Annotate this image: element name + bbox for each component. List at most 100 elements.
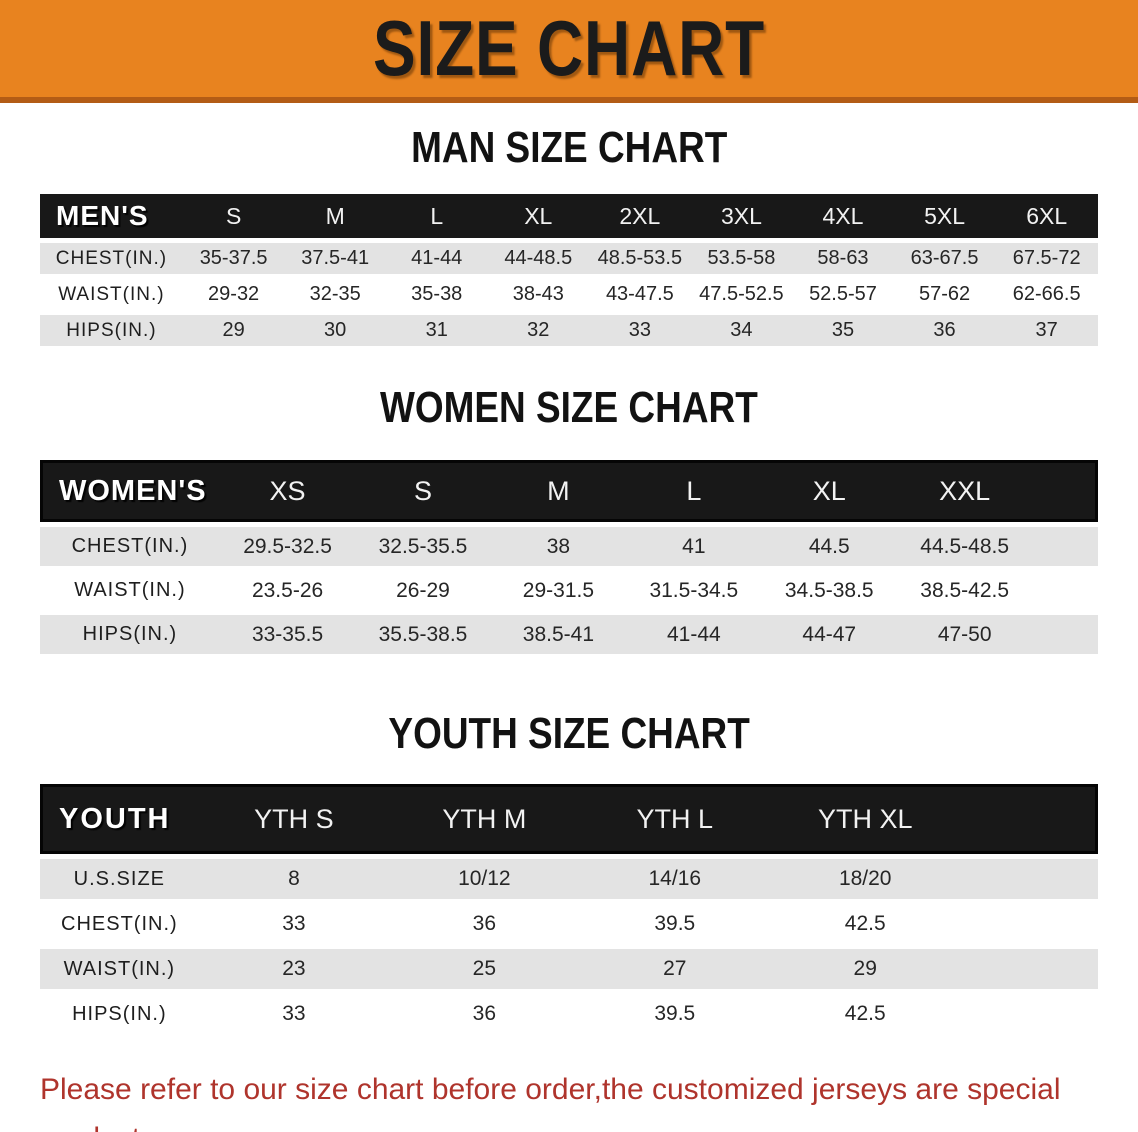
size-column-header: 2XL	[589, 194, 691, 238]
size-value-cell: 38.5-42.5	[896, 571, 1033, 610]
table-row: U.S.SIZE 8 10/12 14/16 18/20	[40, 859, 1098, 899]
size-column-header: 6XL	[995, 194, 1098, 238]
size-value-cell: 44.5-48.5	[896, 527, 1033, 566]
size-value-cell: 26-29	[355, 571, 491, 610]
size-column-header: XS	[219, 460, 356, 522]
size-value-cell: 25	[389, 949, 580, 989]
size-value-cell: 35	[792, 315, 894, 346]
size-value-cell: 42.5	[770, 904, 961, 944]
size-value-cell: 31	[385, 315, 488, 346]
size-value-cell: 47.5-52.5	[690, 279, 793, 310]
size-value-cell: 10/12	[389, 859, 580, 899]
size-value-cell: 29-32	[182, 279, 285, 310]
size-value-cell: 36	[389, 994, 580, 1034]
size-value-cell: 33	[198, 904, 390, 944]
row-filler	[960, 859, 1098, 899]
size-value-cell: 33	[589, 315, 691, 346]
row-filler	[1032, 615, 1098, 654]
size-value-cell: 47-50	[896, 615, 1033, 654]
row-label: WAIST(IN.)	[40, 949, 199, 989]
youth-size-table: YOUTH YTH S YTH M YTH L YTH XL U.S.SIZE 8 10/12…	[40, 779, 1098, 1039]
banner: SIZE CHART	[0, 0, 1138, 103]
size-value-cell: 31.5-34.5	[626, 571, 762, 610]
table-group-label: WOMEN'S	[40, 460, 220, 522]
row-filler	[960, 904, 1098, 944]
size-column-header: L	[626, 460, 762, 522]
row-label: CHEST(IN.)	[40, 527, 220, 566]
row-filler	[1032, 527, 1098, 566]
row-label: U.S.SIZE	[40, 859, 199, 899]
size-column-header: S	[355, 460, 491, 522]
size-column-header: S	[182, 194, 285, 238]
size-value-cell: 48.5-53.5	[589, 243, 691, 274]
size-value-cell: 23	[198, 949, 390, 989]
size-value-cell: 34	[690, 315, 793, 346]
size-value-cell: 30	[284, 315, 386, 346]
disclaimer-line-1: Please refer to our size chart before or…	[40, 1073, 1061, 1132]
size-value-cell: 39.5	[579, 904, 770, 944]
size-column-header: 3XL	[690, 194, 793, 238]
size-value-cell: 43-47.5	[589, 279, 691, 310]
header-filler	[960, 784, 1098, 854]
size-value-cell: 44-47	[761, 615, 897, 654]
table-row: WAIST(IN.) 23 25 27 29	[40, 949, 1098, 989]
women-section-heading: WOMEN SIZE CHART	[380, 383, 758, 432]
size-column-header: M	[284, 194, 386, 238]
table-row: HIPS(IN.) 33-35.5 35.5-38.5 38.5-41 41-44 44-…	[40, 615, 1098, 654]
size-value-cell: 38	[490, 527, 627, 566]
size-value-cell: 34.5-38.5	[761, 571, 897, 610]
size-value-cell: 37.5-41	[284, 243, 386, 274]
size-value-cell: 32	[487, 315, 590, 346]
size-value-cell: 29	[182, 315, 285, 346]
row-label: HIPS(IN.)	[40, 615, 220, 654]
men-section-heading: MAN SIZE CHART	[410, 123, 728, 172]
size-value-cell: 27	[579, 949, 770, 989]
size-value-cell: 39.5	[579, 994, 770, 1034]
row-filler	[1032, 571, 1098, 610]
size-column-header: YTH S	[198, 784, 390, 854]
size-value-cell: 29-31.5	[490, 571, 627, 610]
size-column-header: YTH M	[389, 784, 580, 854]
size-value-cell: 33-35.5	[219, 615, 356, 654]
row-label: WAIST(IN.)	[40, 279, 183, 310]
row-label: HIPS(IN.)	[40, 994, 199, 1034]
size-value-cell: 67.5-72	[995, 243, 1098, 274]
size-value-cell: 52.5-57	[792, 279, 894, 310]
size-value-cell: 29.5-32.5	[219, 527, 356, 566]
size-value-cell: 36	[389, 904, 580, 944]
row-label: CHEST(IN.)	[40, 243, 183, 274]
size-value-cell: 37	[995, 315, 1098, 346]
size-value-cell: 23.5-26	[219, 571, 356, 610]
table-group-label: YOUTH	[40, 784, 199, 854]
table-group-label: MEN'S	[40, 194, 183, 238]
size-value-cell: 35-38	[385, 279, 488, 310]
size-value-cell: 38-43	[487, 279, 590, 310]
size-value-cell: 41	[626, 527, 762, 566]
size-value-cell: 42.5	[770, 994, 961, 1034]
size-value-cell: 41-44	[385, 243, 488, 274]
size-value-cell: 32.5-35.5	[355, 527, 491, 566]
disclaimer-text: Please refer to our size chart before or…	[40, 1065, 1098, 1132]
table-row: WAIST(IN.) 23.5-26 26-29 29-31.5 31.5-34.5 34…	[40, 571, 1098, 610]
size-value-cell: 53.5-58	[690, 243, 793, 274]
table-row: CHEST(IN.) 29.5-32.5 32.5-35.5 38 41 44.5 44.5…	[40, 527, 1098, 566]
header-filler	[1032, 460, 1098, 522]
size-column-header: 5XL	[893, 194, 996, 238]
size-value-cell: 44-48.5	[487, 243, 590, 274]
size-value-cell: 44.5	[761, 527, 897, 566]
size-value-cell: 57-62	[893, 279, 996, 310]
size-column-header: 4XL	[792, 194, 894, 238]
size-column-header: YTH XL	[770, 784, 961, 854]
size-column-header: XL	[761, 460, 897, 522]
size-value-cell: 35.5-38.5	[355, 615, 491, 654]
size-value-cell: 62-66.5	[995, 279, 1098, 310]
size-value-cell: 58-63	[792, 243, 894, 274]
table-row: CHEST(IN.) 33 36 39.5 42.5	[40, 904, 1098, 944]
size-column-header: YTH L	[579, 784, 770, 854]
size-value-cell: 35-37.5	[182, 243, 285, 274]
table-row: CHEST(IN.) 35-37.5 37.5-41 41-44 44-48.5 48.5…	[40, 243, 1098, 274]
size-column-header: XXL	[896, 460, 1033, 522]
men-size-table: MEN'S S M L XL 2XL 3XL 4XL 5XL 6XL CHEST(IN.) 35-37…	[40, 189, 1098, 351]
row-label: CHEST(IN.)	[40, 904, 199, 944]
